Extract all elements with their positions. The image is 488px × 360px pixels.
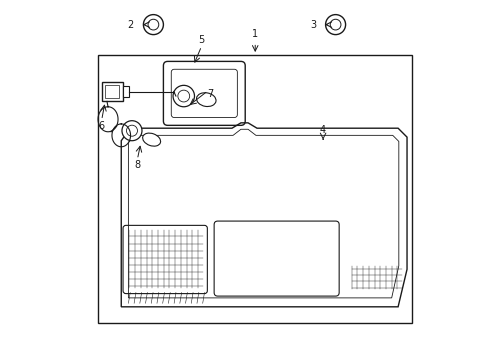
Text: 8: 8 bbox=[134, 160, 140, 170]
Polygon shape bbox=[123, 86, 129, 97]
Text: 7: 7 bbox=[206, 89, 213, 99]
Text: 2: 2 bbox=[127, 19, 134, 30]
Ellipse shape bbox=[196, 93, 216, 107]
Text: 5: 5 bbox=[198, 35, 204, 45]
Polygon shape bbox=[102, 82, 123, 102]
Text: 6: 6 bbox=[99, 121, 104, 131]
Ellipse shape bbox=[142, 133, 160, 146]
Text: 1: 1 bbox=[252, 29, 258, 39]
Text: 3: 3 bbox=[309, 19, 315, 30]
Text: 4: 4 bbox=[319, 125, 325, 135]
Circle shape bbox=[122, 121, 142, 141]
Circle shape bbox=[173, 85, 194, 107]
